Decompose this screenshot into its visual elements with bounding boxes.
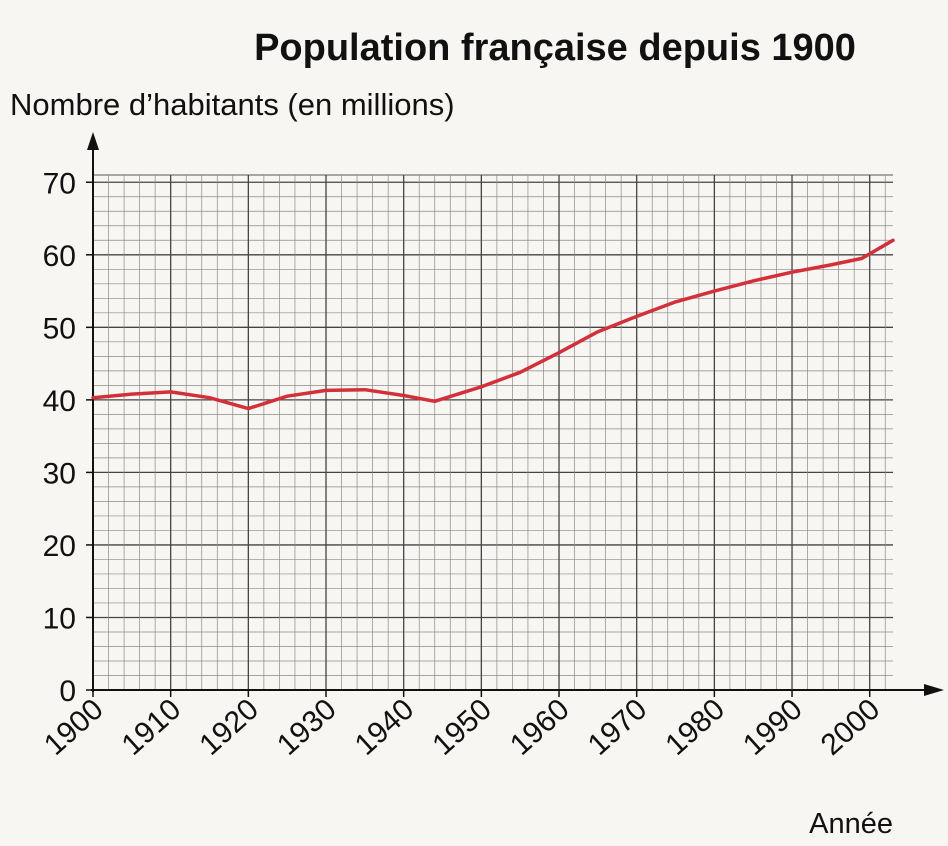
x-tick-label: 1990 — [737, 693, 809, 762]
y-axis-label: Nombre d’habitants (en millions) — [10, 87, 455, 122]
x-tick-label: 1940 — [349, 693, 421, 762]
y-tick-labels: 0 10 20 30 40 50 60 70 — [43, 167, 93, 708]
x-axis-label: Année — [809, 808, 893, 840]
y-tick-label: 30 — [43, 457, 76, 490]
y-axis-arrow-icon — [87, 132, 99, 150]
x-tick-labels: 1900 1910 1920 1930 1940 1950 1960 1970 1980 1990… — [38, 690, 886, 762]
axes — [87, 132, 944, 696]
x-tick-label: 1930 — [271, 693, 343, 762]
x-tick-label: 1910 — [116, 693, 188, 762]
x-axis-arrow-icon — [924, 684, 944, 696]
y-tick-label: 40 — [43, 385, 76, 418]
x-tick-label: 1950 — [426, 693, 498, 762]
y-tick-label: 60 — [43, 240, 76, 273]
y-tick-label: 20 — [43, 530, 76, 563]
x-tick-label: 2000 — [815, 693, 887, 762]
x-tick-label: 1980 — [659, 693, 731, 762]
y-tick-label: 0 — [59, 675, 76, 708]
x-tick-label: 1970 — [582, 693, 654, 762]
x-tick-label: 1920 — [193, 693, 265, 762]
x-tick-label: 1960 — [504, 693, 576, 762]
y-tick-label: 10 — [43, 602, 76, 635]
population-line — [91, 238, 895, 411]
y-tick-label: 50 — [43, 312, 76, 345]
chart-title: Population française depuis 1900 — [254, 27, 856, 69]
y-tick-label: 70 — [43, 167, 76, 200]
grid — [92, 174, 893, 691]
series-layer — [91, 238, 895, 411]
